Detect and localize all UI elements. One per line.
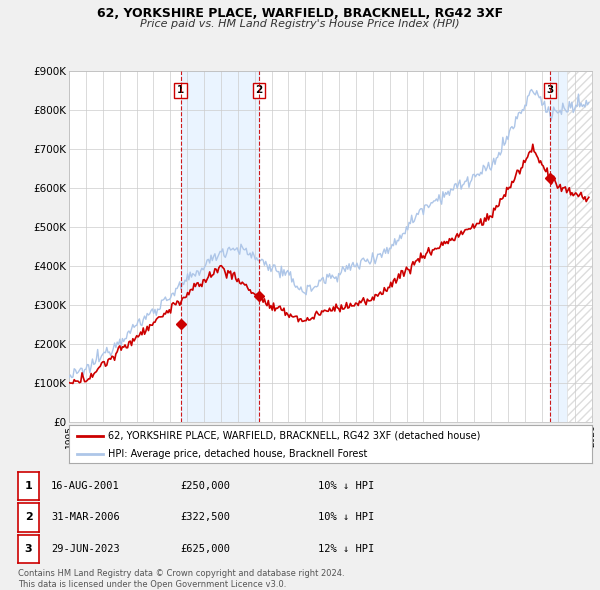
Text: 16-AUG-2001: 16-AUG-2001 [51,481,120,491]
Bar [550,71,589,422]
Text: 1: 1 [177,86,184,96]
Text: 2: 2 [255,86,262,96]
Text: £625,000: £625,000 [180,544,230,553]
Text: 10% ↓ HPI: 10% ↓ HPI [318,481,374,491]
Text: £250,000: £250,000 [180,481,230,491]
Text: 12% ↓ HPI: 12% ↓ HPI [318,544,374,553]
Bar [567,71,592,422]
Text: 62, YORKSHIRE PLACE, WARFIELD, BRACKNELL, RG42 3XF (detached house): 62, YORKSHIRE PLACE, WARFIELD, BRACKNELL… [108,431,481,441]
Text: 29-JUN-2023: 29-JUN-2023 [51,544,120,553]
Text: Contains HM Land Registry data © Crown copyright and database right 2024.
This d: Contains HM Land Registry data © Crown c… [18,569,344,589]
Text: Price paid vs. HM Land Registry's House Price Index (HPI): Price paid vs. HM Land Registry's House … [140,19,460,29]
Text: HPI: Average price, detached house, Bracknell Forest: HPI: Average price, detached house, Brac… [108,448,368,458]
Text: 31-MAR-2006: 31-MAR-2006 [51,513,120,522]
Text: 10% ↓ HPI: 10% ↓ HPI [318,513,374,522]
Text: 62, YORKSHIRE PLACE, WARFIELD, BRACKNELL, RG42 3XF: 62, YORKSHIRE PLACE, WARFIELD, BRACKNELL… [97,7,503,20]
Text: 1: 1 [25,481,32,491]
Text: 3: 3 [25,544,32,553]
Bar [181,71,259,422]
Text: £322,500: £322,500 [180,513,230,522]
Text: 3: 3 [546,86,553,96]
Text: 2: 2 [25,513,32,522]
